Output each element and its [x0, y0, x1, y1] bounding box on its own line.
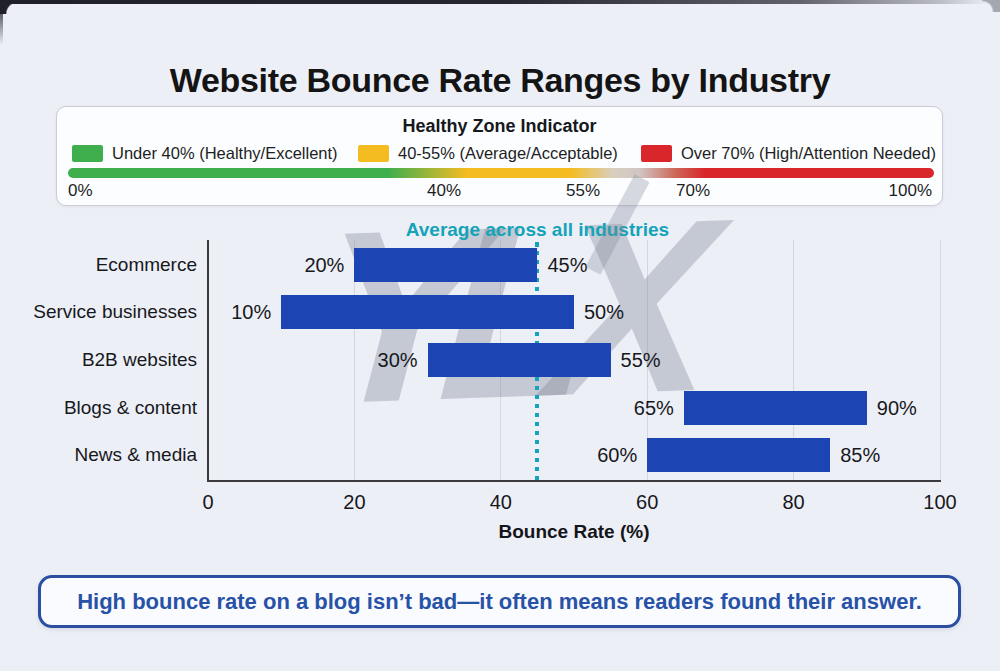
- category-label: Service businesses: [0, 301, 197, 323]
- category-label: News & media: [0, 444, 197, 466]
- x-axis-line: [207, 480, 941, 482]
- max-value-label: 45%: [547, 253, 587, 276]
- callout-banner: High bounce rate on a blog isn’t bad—it …: [38, 575, 961, 628]
- min-value-label: 10%: [231, 301, 271, 324]
- x-tick-label: 60: [636, 491, 658, 514]
- max-value-label: 90%: [877, 396, 917, 419]
- range-bar: [354, 248, 537, 282]
- infographic: Website Bounce Rate Ranges by Industry H…: [0, 0, 1000, 671]
- range-bar: [428, 343, 611, 377]
- x-axis-title: Bounce Rate (%): [207, 521, 941, 543]
- x-tick-label: 100: [923, 491, 956, 514]
- range-bar: [281, 295, 574, 329]
- top-right-corner-shadow: [982, 0, 1000, 12]
- range-bar: [647, 438, 830, 472]
- min-value-label: 60%: [597, 444, 637, 467]
- x-tick-label: 0: [202, 491, 213, 514]
- min-value-label: 65%: [634, 396, 674, 419]
- y-axis-line: [207, 240, 209, 481]
- min-value-label: 20%: [304, 253, 344, 276]
- max-value-label: 55%: [621, 348, 661, 371]
- top-dark-edge: [0, 0, 1000, 4]
- category-label: Ecommerce: [0, 254, 197, 276]
- x-tick-label: 20: [343, 491, 365, 514]
- x-tick-label: 40: [490, 491, 512, 514]
- max-value-label: 50%: [584, 301, 624, 324]
- x-tick-label: 80: [782, 491, 804, 514]
- range-bar: [684, 391, 867, 425]
- min-value-label: 30%: [378, 348, 418, 371]
- category-label: Blogs & content: [0, 397, 197, 419]
- average-label: Average across all industries: [337, 219, 737, 241]
- category-label: B2B websites: [0, 349, 197, 371]
- max-value-label: 85%: [840, 444, 880, 467]
- bounce-rate-chart: Bounce Rate (%) 0 20 40 60 80 100 Average acro…: [0, 0, 1000, 671]
- callout-text: High bounce rate on a blog isn’t bad—it …: [77, 589, 922, 615]
- top-left-corner-shadow: [0, 0, 18, 14]
